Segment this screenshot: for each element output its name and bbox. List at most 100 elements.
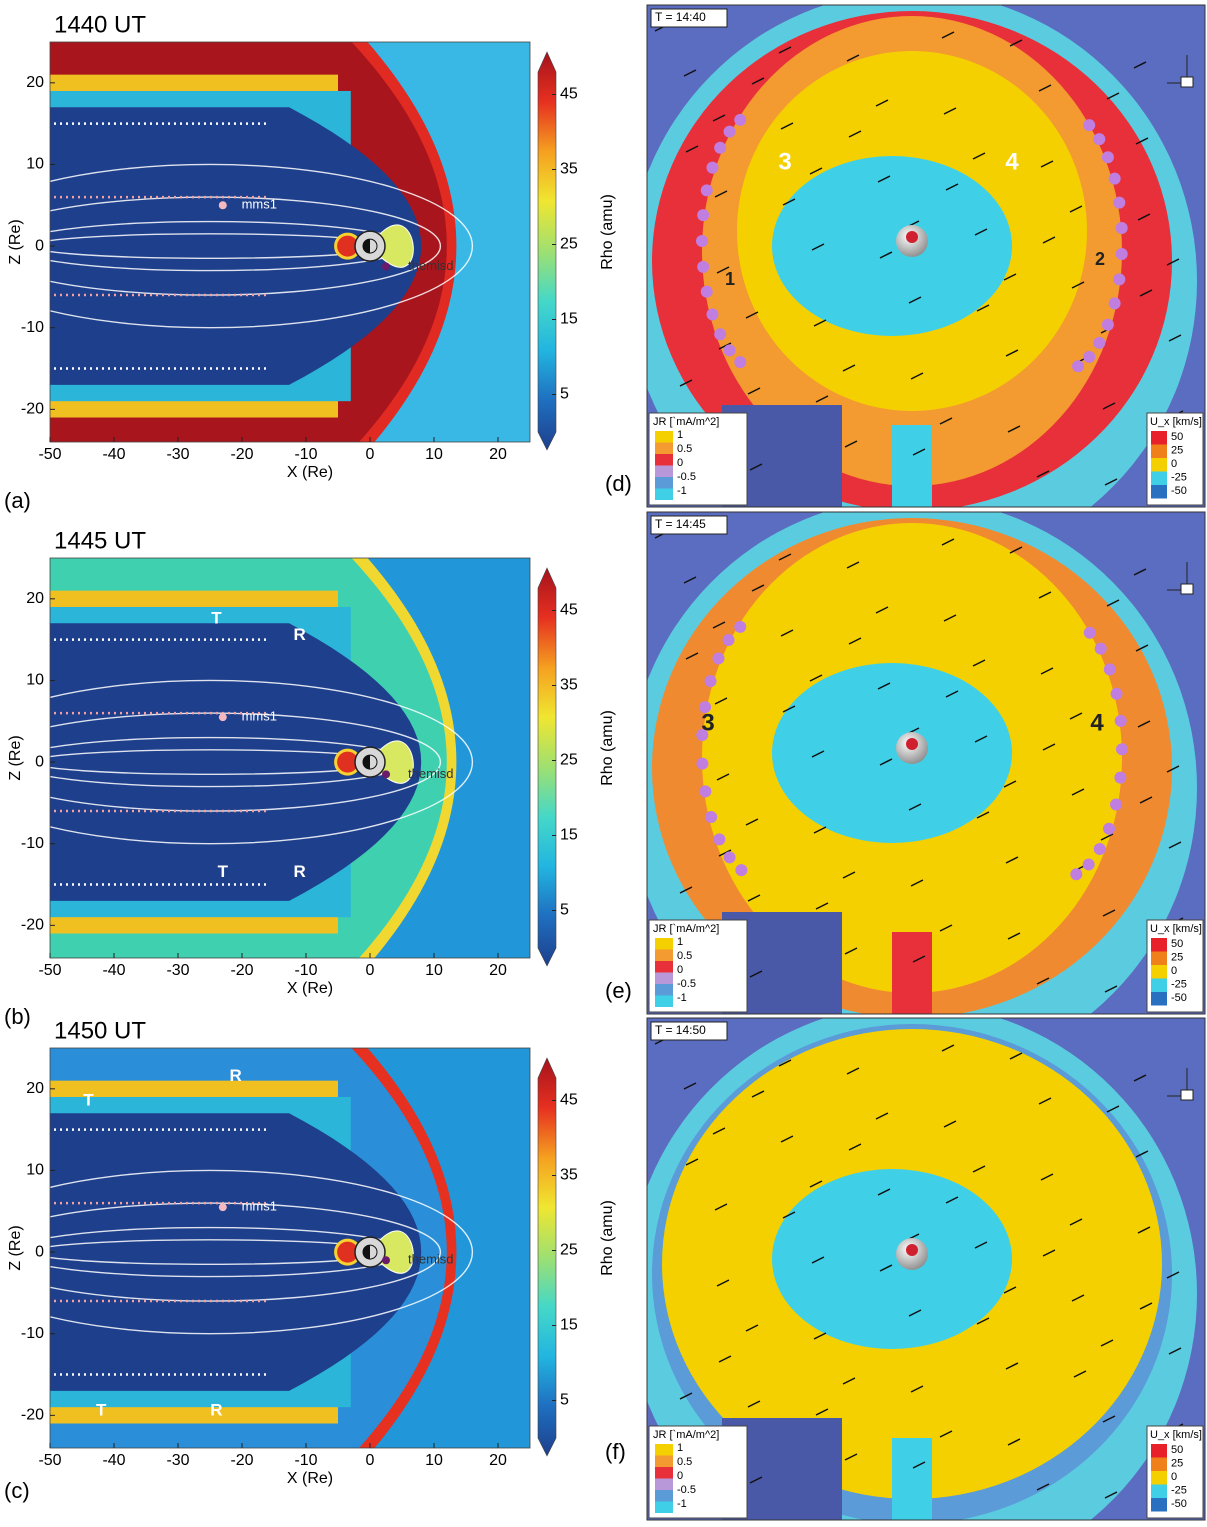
track-dot bbox=[1093, 336, 1106, 349]
flow-arrow bbox=[1133, 568, 1147, 576]
jr-legend: JR [`mA/m^2]1 0.5 0 -0.5 -1 bbox=[648, 412, 748, 506]
track-dot bbox=[706, 308, 719, 321]
flow-arrow bbox=[945, 183, 959, 191]
region-number: 3 bbox=[701, 709, 714, 736]
flow-arrow bbox=[848, 637, 862, 645]
magnetotail bbox=[50, 1113, 422, 1391]
track-dot bbox=[697, 209, 710, 222]
legend-swatch bbox=[1151, 938, 1167, 952]
right-panel-2: T = 14:50 JR [`mA/m^2]1 0.5 0 -0.5 -1 U_x [km/… bbox=[605, 1017, 1206, 1521]
plot-area bbox=[50, 558, 530, 958]
flow-arrow bbox=[1003, 1286, 1017, 1294]
legend-tick: 0 bbox=[1171, 1471, 1177, 1483]
flow-arrow bbox=[939, 417, 953, 425]
legend-tick: 50 bbox=[1171, 1444, 1183, 1456]
track-dot bbox=[696, 757, 709, 770]
track-dot bbox=[735, 864, 748, 877]
flow-arrow bbox=[1135, 1150, 1149, 1158]
region-number: 3 bbox=[778, 148, 791, 175]
annotation: R bbox=[293, 625, 305, 644]
x-tick-label: 0 bbox=[366, 962, 375, 979]
flow-arrow bbox=[809, 1180, 823, 1188]
flow-arrow bbox=[844, 1453, 858, 1461]
flow-arrow bbox=[879, 758, 893, 766]
colorbar-tick-label: 5 bbox=[560, 902, 569, 919]
track-dot bbox=[1103, 822, 1116, 835]
legend-swatch bbox=[655, 961, 673, 973]
panel-frame bbox=[646, 4, 1206, 508]
field-line bbox=[50, 163, 474, 329]
y-axis-label: Z (Re) bbox=[7, 1225, 24, 1270]
inner-core bbox=[772, 1169, 1012, 1349]
plot-frame bbox=[49, 557, 531, 959]
legend-tick: 25 bbox=[1171, 951, 1183, 963]
flow-arrow bbox=[976, 811, 990, 819]
flow-arrow bbox=[683, 1082, 697, 1090]
flow-arrow bbox=[842, 871, 856, 879]
flow-arrow bbox=[811, 750, 825, 758]
track-dot bbox=[1114, 714, 1127, 727]
panel-1: mms1 themisd T R T R -50 -40 -30 -20 -10 0 10 20 20 10 0… bbox=[4, 527, 616, 1028]
legend-swatch bbox=[655, 431, 673, 443]
legend-tick: -50 bbox=[1171, 992, 1187, 1004]
x-tick-label: -30 bbox=[166, 446, 189, 463]
flow-arrow bbox=[1137, 720, 1151, 728]
flow-arrow bbox=[1104, 985, 1118, 993]
track-dot bbox=[722, 634, 735, 647]
plot-frame bbox=[49, 41, 531, 443]
flow-arrow bbox=[939, 924, 953, 932]
flow-arrow bbox=[848, 1143, 862, 1151]
colorbar-tick-label: 45 bbox=[560, 86, 578, 103]
flow-arrow bbox=[749, 463, 763, 471]
earth-current bbox=[906, 231, 918, 243]
inner-core bbox=[772, 156, 1012, 336]
colorbar-tick-label: 25 bbox=[560, 236, 578, 253]
flow-arrow bbox=[1071, 281, 1085, 289]
legend-swatch bbox=[1151, 1471, 1167, 1485]
annotation: mms1 bbox=[242, 197, 277, 212]
y-tick-label: 20 bbox=[26, 590, 44, 607]
x-tick-label: -40 bbox=[102, 962, 125, 979]
axis-glyph-box bbox=[1180, 583, 1194, 595]
panel-letter: (c) bbox=[4, 1478, 30, 1503]
mms1-marker bbox=[218, 1203, 227, 1212]
legend-swatch bbox=[655, 984, 673, 996]
themisd-marker bbox=[382, 770, 390, 779]
legend-tick: -1 bbox=[677, 485, 687, 497]
flow-arrow bbox=[679, 1392, 693, 1400]
annotation: R bbox=[210, 1401, 222, 1420]
legend-title: JR [`mA/m^2] bbox=[653, 1429, 719, 1441]
earth-current bbox=[906, 738, 918, 750]
flow-arrow bbox=[1135, 137, 1149, 145]
flow-arrow bbox=[749, 1476, 763, 1484]
legend-tick: 0.5 bbox=[677, 1456, 692, 1468]
panel-0: mms1 themisd -50 -40 -30 -20 -10 0 10 20 20 10 0 -10 -… bbox=[4, 11, 616, 513]
flow-arrow bbox=[1042, 1249, 1056, 1257]
panel-letter: (a) bbox=[4, 488, 31, 513]
track-dot bbox=[1083, 119, 1096, 132]
flow-arrow bbox=[751, 584, 765, 592]
flow-arrow bbox=[745, 311, 759, 319]
flow-arrow bbox=[714, 190, 728, 198]
flow-arrow bbox=[813, 319, 827, 327]
legend-swatch bbox=[655, 1444, 673, 1456]
flow-arrow bbox=[1007, 932, 1021, 940]
y-tick-label: -20 bbox=[21, 917, 44, 934]
mms1-marker bbox=[218, 713, 227, 722]
annotation: mms1 bbox=[242, 1199, 277, 1214]
flow-arrow bbox=[908, 296, 922, 304]
flow-arrow bbox=[1166, 1271, 1180, 1279]
time-label: T = 14:40 bbox=[655, 10, 706, 24]
legend-swatch bbox=[655, 1501, 673, 1513]
y-tick-label: 0 bbox=[35, 1243, 44, 1260]
colorbar-tick-label: 15 bbox=[560, 311, 578, 328]
flow-arrow bbox=[1104, 478, 1118, 486]
flow-arrow bbox=[945, 1196, 959, 1204]
y-tick-label: 0 bbox=[35, 237, 44, 254]
track-dot bbox=[1072, 360, 1085, 373]
track-dot bbox=[1115, 222, 1128, 235]
legend-title: JR [`mA/m^2] bbox=[653, 416, 719, 428]
flow-arrow bbox=[842, 1377, 856, 1385]
